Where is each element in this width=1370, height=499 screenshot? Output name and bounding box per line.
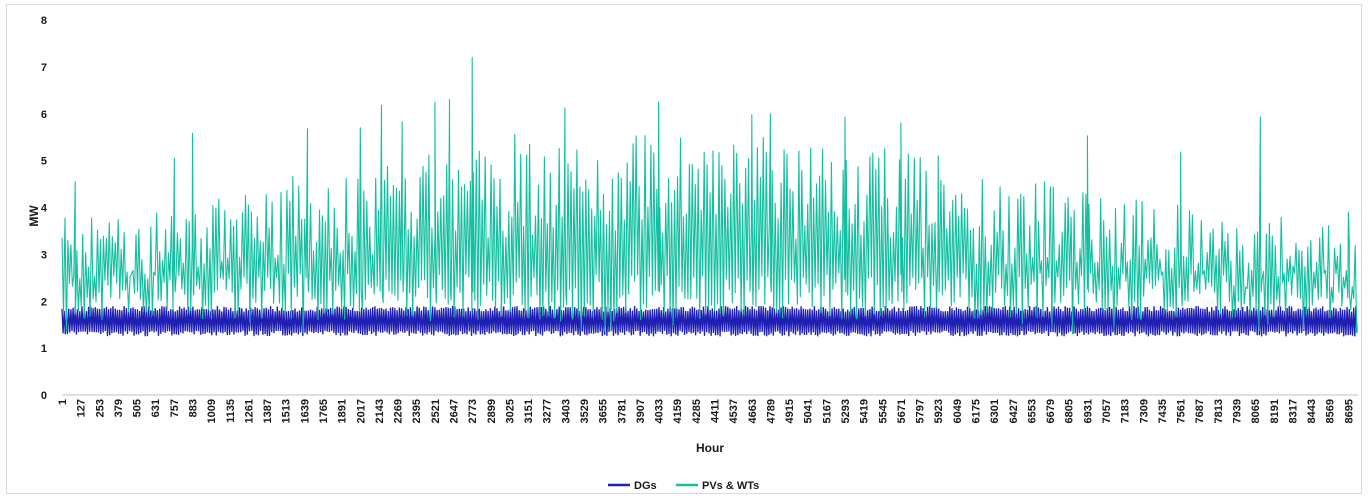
y-axis: 0 1 2 3 4 5 6 7 8 [41, 15, 48, 402]
x-tick-label: 6805 [1064, 399, 1076, 423]
x-tick-label: 6679 [1045, 399, 1057, 423]
x-tick-label: 7309 [1138, 399, 1150, 423]
legend-label-pvs-wts: PVs & WTs [702, 480, 759, 492]
x-tick-label: 3907 [635, 399, 647, 423]
series-line-pvs-wts [61, 56, 1358, 335]
y-tick-label: 4 [41, 203, 48, 215]
x-tick-label: 1 [57, 399, 69, 405]
x-tick-label: 7057 [1101, 399, 1113, 423]
x-tick-label: 3781 [616, 399, 628, 423]
x-tick-label: 6553 [1026, 399, 1038, 423]
x-tick-label: 8317 [1288, 399, 1300, 423]
x-tick-label: 5041 [803, 399, 815, 423]
x-tick-label: 2899 [486, 399, 498, 423]
x-tick-label: 5167 [821, 399, 833, 423]
x-tick-label: 1765 [318, 399, 330, 423]
x-tick-label: 5923 [933, 399, 945, 423]
x-axis-title: Hour [696, 441, 724, 455]
x-tick-label: 1009 [206, 399, 218, 423]
x-tick-label: 8569 [1325, 399, 1337, 423]
x-tick-label: 4033 [654, 399, 666, 423]
y-tick-label: 2 [41, 296, 47, 308]
x-tick-label: 3655 [598, 399, 610, 423]
y-tick-label: 5 [41, 156, 47, 168]
y-tick-label: 3 [41, 249, 47, 261]
x-tick-label: 2395 [411, 399, 423, 423]
x-tick-label: 5419 [859, 399, 871, 423]
series-line-dgs [61, 305, 1358, 337]
x-tick-label: 631 [150, 399, 162, 417]
x-tick-label: 4411 [710, 399, 722, 423]
x-tick-label: 2773 [467, 399, 479, 423]
x-tick-label: 4537 [728, 399, 740, 423]
x-tick-label: 1639 [299, 399, 311, 423]
x-tick-label: 4159 [672, 399, 684, 423]
legend-label-dgs: DGs [634, 480, 657, 492]
x-tick-label: 7183 [1120, 399, 1132, 423]
x-tick-label: 7435 [1157, 399, 1169, 423]
x-tick-label: 8191 [1269, 399, 1281, 423]
x-tick-label: 7813 [1213, 399, 1225, 423]
x-tick-label: 2647 [449, 399, 461, 423]
x-tick-label: 6931 [1082, 399, 1094, 423]
x-axis: 1 127 253 379 505 631 757 883 1009 1135 1261 1387 15… [57, 399, 1355, 423]
x-tick-label: 1513 [281, 399, 293, 423]
x-tick-label: 505 [132, 399, 144, 417]
legend: DGs PVs & WTs [608, 480, 759, 492]
x-tick-label: 3403 [560, 399, 572, 423]
x-tick-label: 3025 [504, 399, 516, 423]
x-tick-label: 757 [169, 399, 181, 417]
x-tick-label: 2017 [355, 399, 367, 423]
x-tick-label: 3529 [579, 399, 591, 423]
x-tick-label: 5293 [840, 399, 852, 423]
plot-area [61, 56, 1358, 337]
x-tick-label: 1387 [262, 399, 274, 423]
x-tick-label: 2521 [430, 399, 442, 423]
y-tick-label: 1 [41, 343, 47, 355]
x-tick-label: 6175 [971, 399, 983, 423]
x-tick-label: 883 [188, 399, 200, 417]
x-tick-label: 1261 [243, 399, 255, 423]
x-tick-label: 8695 [1343, 399, 1355, 423]
x-tick-label: 4285 [691, 399, 703, 423]
x-tick-label: 6427 [1008, 399, 1020, 423]
x-tick-label: 3277 [542, 399, 554, 423]
y-tick-label: 6 [41, 109, 47, 121]
x-tick-label: 6049 [952, 399, 964, 423]
x-tick-label: 8443 [1306, 399, 1318, 423]
x-tick-label: 253 [94, 399, 106, 417]
x-tick-label: 3151 [523, 399, 535, 423]
y-axis-title: MW [27, 205, 41, 227]
x-tick-label: 2143 [374, 399, 386, 423]
x-tick-label: 4663 [747, 399, 759, 423]
x-tick-label: 2269 [393, 399, 405, 423]
x-tick-label: 1891 [337, 399, 349, 423]
y-tick-label: 0 [41, 390, 47, 402]
x-tick-label: 5671 [896, 399, 908, 423]
x-tick-label: 5797 [915, 399, 927, 423]
x-tick-label: 7561 [1176, 399, 1188, 423]
y-tick-label: 8 [41, 15, 47, 27]
x-tick-label: 7939 [1232, 399, 1244, 423]
x-tick-label: 127 [76, 399, 88, 417]
x-tick-label: 379 [113, 399, 125, 417]
x-tick-label: 4915 [784, 399, 796, 423]
y-tick-label: 7 [41, 62, 47, 74]
x-tick-label: 4789 [765, 399, 777, 423]
x-tick-label: 1135 [225, 399, 237, 423]
x-tick-label: 7687 [1194, 399, 1206, 423]
x-tick-label: 5545 [877, 399, 889, 423]
x-tick-label: 8065 [1250, 399, 1262, 423]
x-tick-label: 6301 [989, 399, 1001, 423]
